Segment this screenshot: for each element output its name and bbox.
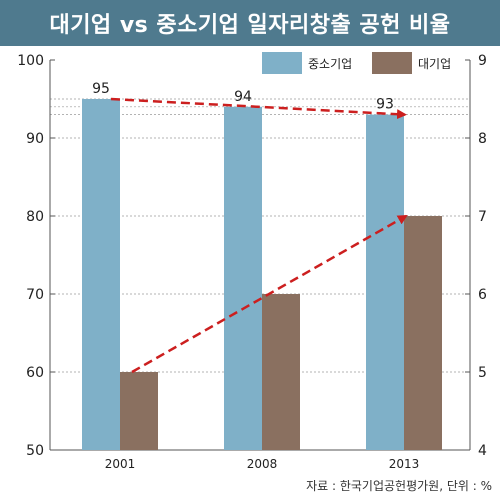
legend-swatch-sme (262, 52, 302, 74)
x-tick-label-2013: 2013 (389, 457, 420, 471)
left-tick-label: 100 (17, 53, 44, 69)
source-note: 자료 : 한국기업공헌평가원, 단위 : % (306, 479, 492, 493)
trend-arrow-large (131, 214, 408, 374)
x-tick-label-2001: 2001 (105, 457, 136, 471)
x-tick-label-2008: 2008 (247, 457, 278, 471)
chart-title: 대기업 vs 중소기업 일자리창출 공헌 비율 (0, 0, 500, 46)
right-tick-label: 9 (478, 53, 487, 69)
left-tick-label: 90 (26, 131, 44, 147)
right-tick-label: 5 (478, 365, 487, 381)
left-tick-label: 70 (26, 287, 44, 303)
data-label-2013: 93 (376, 97, 394, 113)
chart-area: 50 60 70 80 90 100 4 5 6 7 8 9 95 2001 94 2008 93 2013 중소기… (17, 52, 487, 471)
legend-label-large: 대기업 (418, 57, 451, 71)
data-label-2001: 95 (92, 81, 110, 97)
left-tick-label: 80 (26, 209, 44, 225)
data-label-2008: 94 (234, 89, 252, 105)
legend-label-sme: 중소기업 (308, 57, 352, 71)
trend-arrow-sme (110, 97, 407, 120)
bar-large-2001 (120, 372, 158, 450)
bar-large-2013 (404, 216, 442, 450)
right-tick-label: 7 (478, 209, 487, 225)
bar-sme-2013 (366, 114, 404, 450)
bar-sme-2008 (224, 106, 262, 451)
legend-swatch-large (372, 52, 412, 74)
right-tick-label: 8 (478, 131, 487, 147)
right-tick-label: 4 (478, 443, 487, 459)
right-tick-label: 6 (478, 287, 487, 303)
bar-large-2008 (262, 294, 300, 450)
left-tick-label: 50 (26, 443, 44, 459)
bar-sme-2001 (82, 99, 120, 450)
left-tick-label: 60 (26, 365, 44, 381)
